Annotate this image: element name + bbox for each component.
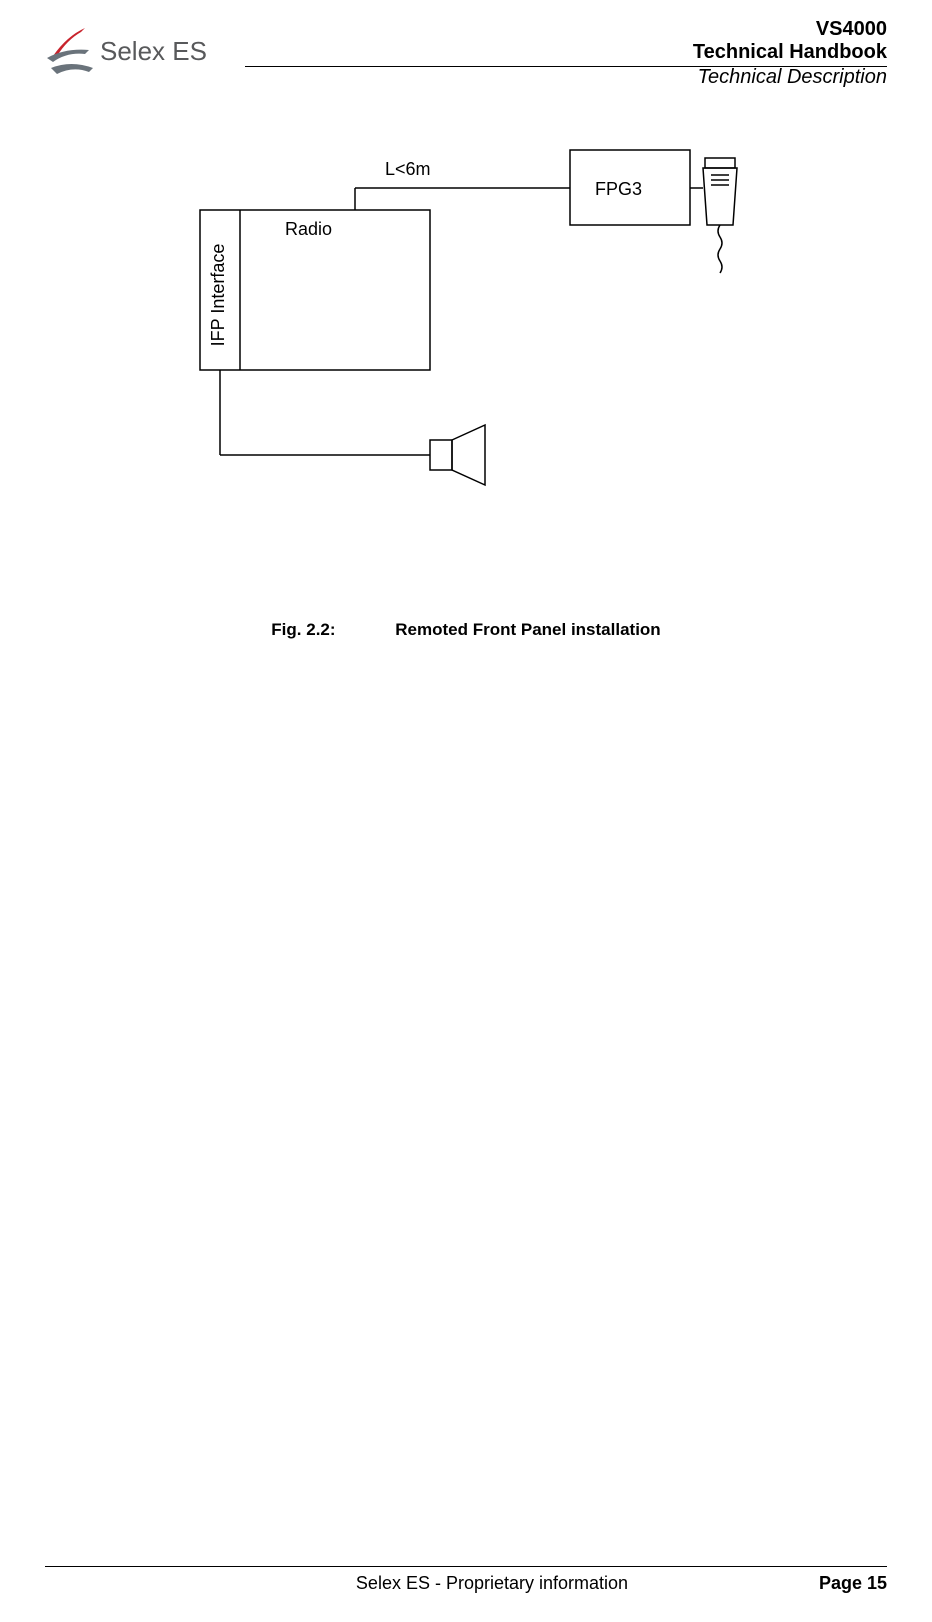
fpg-label: FPG3 bbox=[595, 179, 642, 199]
figure-caption: Fig. 2.2: Remoted Front Panel installati… bbox=[0, 620, 932, 640]
doc-title: Technical Handbook bbox=[693, 41, 887, 64]
company-logo: Selex ES bbox=[45, 18, 245, 78]
footer-left-spacer bbox=[45, 1573, 165, 1594]
figure-number: Fig. 2.2: bbox=[271, 620, 335, 639]
doc-subtitle: Technical Description bbox=[693, 66, 887, 89]
doc-id: VS4000 bbox=[693, 18, 887, 41]
page-footer: Selex ES - Proprietary information Page … bbox=[45, 1566, 887, 1594]
ifp-label: IFP Interface bbox=[208, 244, 228, 347]
figure-title: Remoted Front Panel installation bbox=[395, 620, 660, 639]
logo-text: Selex ES bbox=[100, 36, 207, 66]
footer-proprietary-text: Selex ES - Proprietary information bbox=[165, 1573, 819, 1594]
header-titles: VS4000 Technical Handbook Technical Desc… bbox=[693, 18, 887, 89]
cable-length-label: L<6m bbox=[385, 159, 431, 179]
page-header: Selex ES VS4000 Technical Handbook Techn… bbox=[45, 18, 887, 108]
radio-label: Radio bbox=[285, 219, 332, 239]
figure-diagram: IFP Interface Radio FPG3 bbox=[175, 140, 775, 520]
footer-page-number: Page 15 bbox=[819, 1573, 887, 1594]
footer-divider bbox=[45, 1566, 887, 1567]
